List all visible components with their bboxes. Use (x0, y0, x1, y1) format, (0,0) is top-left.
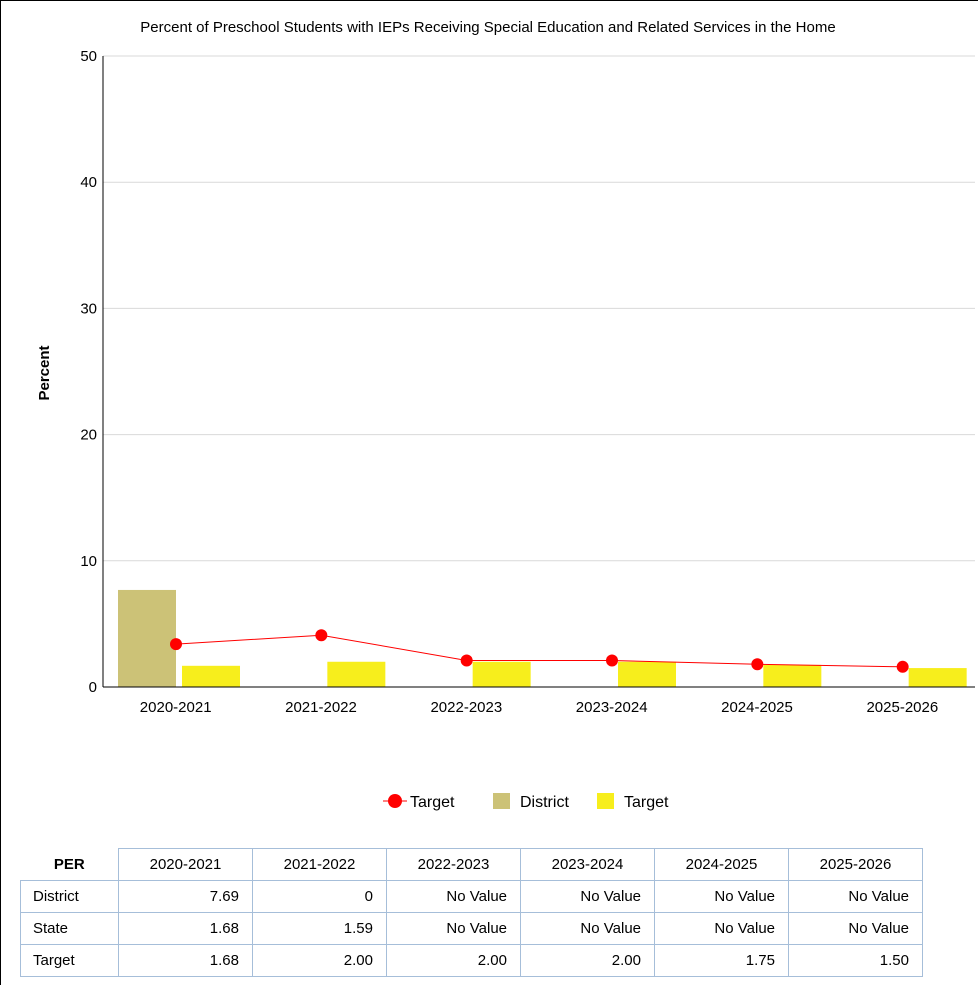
table-cell: No Value (654, 880, 789, 913)
chart: Percent of Preschool Students with IEPs … (36, 19, 975, 811)
y-tick-label: 30 (80, 300, 97, 317)
target-point-2024-2025 (751, 658, 764, 671)
table-column-header: 2025-2026 (788, 848, 923, 881)
chart-title: Percent of Preschool Students with IEPs … (140, 19, 835, 36)
table-cell: 2.00 (520, 944, 655, 977)
table-cell: 1.68 (118, 912, 253, 945)
axes: 0 10 20 30 40 50 2020-2021 2021-2022 2022-2023 20… (80, 48, 975, 716)
table-row: District 7.69 0 No Value No Value No Value No … (20, 880, 923, 913)
legend: Target District Target (383, 793, 669, 811)
table-cell: 1.75 (654, 944, 789, 977)
table-row-label: State (20, 912, 119, 945)
table-row: Target 1.68 2.00 2.00 2.00 1.75 1.50 (20, 944, 923, 977)
table-column-header: 2021-2022 (252, 848, 387, 881)
x-tick-label: 2020-2021 (140, 699, 212, 716)
target-bar-2021-2022 (327, 661, 386, 687)
table-cell: 2.00 (386, 944, 521, 977)
table-row-label: District (20, 880, 119, 913)
y-tick-label: 40 (80, 174, 97, 191)
table-header-row: PER 2020-2021 2021-2022 2022-2023 2023-2024… (21, 848, 923, 881)
target-bar-2024-2025 (763, 664, 822, 687)
y-tick-label: 0 (89, 679, 97, 696)
target-point-2023-2024 (606, 654, 618, 667)
legend-target-dot-icon (388, 794, 402, 808)
y-tick-label: 20 (80, 427, 97, 444)
legend-label: District (520, 794, 569, 811)
table-cell: No Value (654, 912, 789, 945)
target-point-2022-2023 (460, 654, 473, 667)
legend-label: Target (624, 794, 669, 811)
target-point-2025-2026 (896, 660, 909, 673)
target-bar-2023-2024 (618, 661, 676, 687)
table-cell: No Value (788, 912, 923, 945)
data-table: PER 2020-2021 2021-2022 2022-2023 2023-2024… (20, 848, 923, 977)
table-column-header: 2022-2023 (386, 848, 521, 881)
x-tick-label: 2024-2025 (721, 699, 793, 716)
table-column-header: 2023-2024 (520, 848, 655, 881)
table-cell: No Value (788, 880, 923, 913)
table-cell: 1.68 (118, 944, 253, 977)
y-tick-label: 10 (80, 553, 97, 570)
bars (118, 589, 967, 687)
table-row-label: Target (20, 944, 119, 977)
table-cell: 1.50 (788, 944, 923, 977)
table-column-header: 2020-2021 (118, 848, 253, 881)
table-body: District 7.69 0 No Value No Value No Value No … (20, 880, 923, 977)
y-axis-title: Percent (36, 345, 53, 400)
legend-label: Target (410, 794, 455, 811)
table-cell: No Value (520, 880, 655, 913)
district-bar-2020-2021 (118, 589, 176, 687)
y-tick-label: 50 (80, 48, 97, 65)
table-corner-label: PER (53, 855, 85, 873)
x-tick-label: 2023-2024 (576, 699, 648, 716)
table-cell: 2.00 (252, 944, 387, 977)
table-cell: 7.69 (118, 880, 253, 913)
target-bar-2022-2023 (472, 661, 531, 687)
table-row: State 1.68 1.59 No Value No Value No Value No … (20, 912, 923, 945)
table-cell: No Value (520, 912, 655, 945)
table-cell: 1.59 (252, 912, 387, 945)
x-tick-label: 2022-2023 (430, 699, 502, 716)
table-column-header: 2024-2025 (654, 848, 789, 881)
x-tick-label: 2025-2026 (866, 699, 938, 716)
table-cell: 0 (252, 880, 387, 913)
x-tick-label: 2021-2022 (285, 699, 357, 716)
target-bar-2020-2021 (182, 665, 240, 687)
target-bar-2025-2026 (908, 668, 967, 687)
target-line (170, 629, 909, 673)
table-cell: No Value (386, 912, 521, 945)
target-point-2020-2021 (170, 638, 182, 651)
target-point-2021-2022 (315, 629, 328, 642)
legend-square-icon (493, 793, 510, 809)
target-line-path (175, 634, 903, 668)
table-cell: No Value (386, 880, 521, 913)
gridlines (103, 55, 975, 562)
legend-square-icon (597, 793, 614, 809)
